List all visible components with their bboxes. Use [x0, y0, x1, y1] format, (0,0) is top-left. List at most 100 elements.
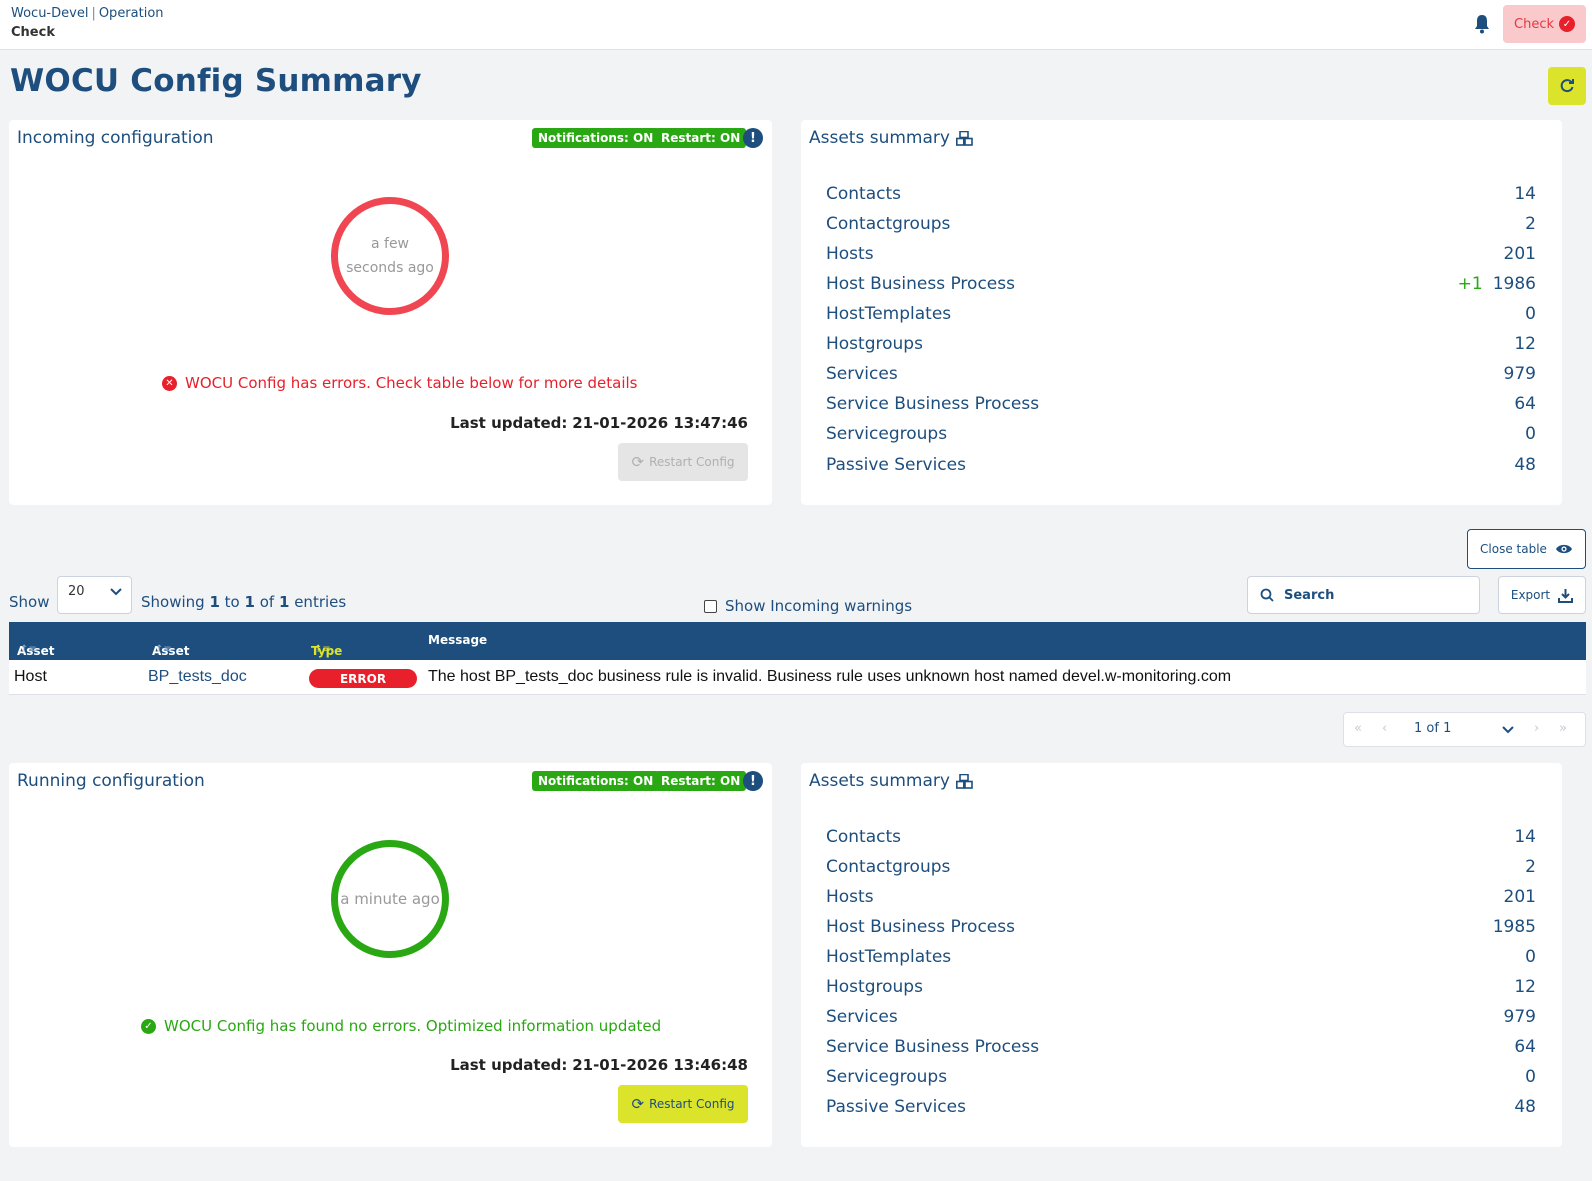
entries-of-word: of: [259, 593, 275, 611]
check-status-label: Check: [1514, 16, 1554, 32]
page-indicator: 1 of 1: [1414, 721, 1452, 736]
entries-prefix: Showing: [141, 593, 205, 611]
first-page-icon[interactable]: «: [1354, 721, 1362, 736]
show-warnings-toggle[interactable]: Show Incoming warnings: [704, 597, 912, 615]
cell-type-badge: ERROR: [309, 669, 417, 688]
asset-value: 64: [1514, 394, 1536, 414]
asset-row-service-business-process[interactable]: Service Business Process 64: [826, 389, 1536, 419]
asset-row-contactgroups[interactable]: Contactgroups 2: [826, 852, 1536, 882]
table-row[interactable]: Host BP_tests_doc ERROR The host BP_test…: [9, 660, 1586, 695]
asset-value: 2: [1525, 214, 1536, 234]
refresh-icon: ⟳: [631, 1095, 645, 1113]
asset-row-services[interactable]: Services 979: [826, 359, 1536, 389]
top-bar: Wocu-Devel | Operation Check Check ✓: [0, 0, 1592, 50]
eye-icon: [1555, 544, 1572, 554]
asset-row-passive-services[interactable]: Passive Services 48: [826, 450, 1536, 480]
sort-active-icon: ↑≡: [314, 644, 331, 655]
entries-to-word: to: [224, 593, 240, 611]
breadcrumb-item-wocu-devel[interactable]: Wocu-Devel: [11, 6, 89, 21]
asset-label: Services: [826, 1007, 898, 1027]
asset-row-hosttemplates[interactable]: HostTemplates 0: [826, 942, 1536, 972]
asset-label: Contacts: [826, 827, 901, 847]
asset-label: Contactgroups: [826, 857, 951, 877]
ring-text-line1: a few: [370, 236, 410, 252]
asset-row-hosts[interactable]: Hosts 201: [826, 239, 1536, 269]
asset-label: Contacts: [826, 184, 901, 204]
asset-row-servicegroups[interactable]: Servicegroups 0: [826, 1062, 1536, 1092]
bell-icon[interactable]: [1473, 14, 1491, 34]
incoming-status-text: WOCU Config has errors. Check table belo…: [185, 374, 638, 392]
chevron-down-icon[interactable]: [1502, 726, 1514, 734]
asset-label: HostTemplates: [826, 304, 952, 324]
running-config-card: Running configuration Notifications: ON …: [9, 763, 772, 1147]
restart-badge: Restart: ON: [655, 771, 747, 791]
asset-label: Servicegroups: [826, 424, 948, 444]
running-last-updated: Last updated: 21-01-2026 13:46:48: [450, 1056, 748, 1074]
asset-value: 979: [1503, 1007, 1536, 1027]
asset-row-host-business-process[interactable]: Host Business Process +1 1986: [826, 269, 1536, 299]
search-input[interactable]: Search: [1247, 576, 1480, 614]
running-assets-card: Assets summary Contacts 14 Contactgroups 2…: [801, 763, 1562, 1147]
asset-row-passive-services[interactable]: Passive Services 48: [826, 1092, 1536, 1122]
show-warnings-label: Show Incoming warnings: [725, 597, 913, 615]
search-placeholder: Search: [1284, 587, 1335, 603]
asset-row-hostgroups[interactable]: Hostgroups 12: [826, 972, 1536, 1002]
asset-label: Hosts: [826, 887, 874, 907]
last-page-icon[interactable]: »: [1559, 721, 1567, 736]
assets-summary-title: Assets summary: [809, 771, 973, 791]
asset-value: 201: [1503, 887, 1536, 907]
asset-row-contacts[interactable]: Contacts 14: [826, 179, 1536, 209]
asset-value: 64: [1514, 1037, 1536, 1057]
restart-config-button[interactable]: ⟳ Restart Config: [618, 443, 748, 481]
asset-row-contacts[interactable]: Contacts 14: [826, 822, 1536, 852]
asset-row-hostgroups[interactable]: Hostgroups 12: [826, 329, 1536, 359]
asset-row-service-business-process[interactable]: Service Business Process 64: [826, 1032, 1536, 1062]
restart-badge: Restart: ON: [655, 128, 747, 148]
close-table-button[interactable]: Close table: [1467, 529, 1586, 569]
entries-to: 1: [244, 593, 255, 611]
success-icon: ✓: [141, 1018, 156, 1034]
asset-row-hosttemplates[interactable]: HostTemplates 0: [826, 299, 1536, 329]
cell-asset-link[interactable]: BP_tests_doc: [148, 668, 247, 685]
incoming-config-title: Incoming configuration: [17, 128, 214, 148]
entries-total: 1: [278, 593, 290, 611]
check-status-button[interactable]: Check ✓: [1503, 5, 1586, 43]
asset-value: 1985: [1492, 917, 1536, 937]
breadcrumb: Wocu-Devel | Operation: [11, 6, 164, 21]
show-warnings-checkbox[interactable]: [704, 599, 717, 613]
restart-config-button[interactable]: ⟳ Restart Config: [618, 1085, 748, 1123]
info-icon[interactable]: !: [743, 128, 763, 148]
asset-row-host-business-process[interactable]: Host Business Process 1985: [826, 912, 1536, 942]
breadcrumb-item-operation[interactable]: Operation: [98, 6, 164, 21]
column-message[interactable]: Message: [428, 633, 488, 647]
entries-info: Showing 1 to 1 of 1 entries: [141, 593, 346, 611]
asset-value: 0: [1525, 947, 1536, 967]
asset-label: Hostgroups: [826, 334, 923, 354]
asset-value: 12: [1514, 334, 1536, 354]
column-label: Asset: [152, 644, 190, 658]
asset-label: Service Business Process: [826, 394, 1040, 414]
asset-label: Hosts: [826, 244, 874, 264]
asset-label: Services: [826, 364, 898, 384]
export-label: Export: [1510, 588, 1551, 602]
asset-value: 14: [1514, 827, 1536, 847]
next-page-icon[interactable]: ›: [1534, 721, 1540, 736]
asset-value: 48: [1514, 1097, 1536, 1117]
cell-message: The host BP_tests_doc business rule is i…: [428, 668, 1232, 685]
asset-row-hosts[interactable]: Hosts 201: [826, 882, 1536, 912]
asset-row-servicegroups[interactable]: Servicegroups 0: [826, 419, 1536, 449]
close-table-label: Close table: [1480, 542, 1547, 556]
download-icon: [1558, 588, 1574, 603]
asset-label: Servicegroups: [826, 1067, 948, 1087]
info-icon[interactable]: !: [743, 771, 763, 791]
prev-page-icon[interactable]: ‹: [1382, 721, 1388, 736]
asset-value: 2: [1525, 857, 1536, 877]
asset-row-contactgroups[interactable]: Contactgroups 2: [826, 209, 1536, 239]
notifications-badge: Notifications: ON: [532, 771, 660, 791]
export-button[interactable]: Export: [1498, 576, 1586, 614]
asset-value: 201: [1503, 244, 1536, 264]
page-size-select[interactable]: 20: [57, 576, 132, 614]
asset-value: 0: [1525, 1067, 1536, 1087]
asset-row-services[interactable]: Services 979: [826, 1002, 1536, 1032]
refresh-button[interactable]: [1548, 67, 1586, 105]
